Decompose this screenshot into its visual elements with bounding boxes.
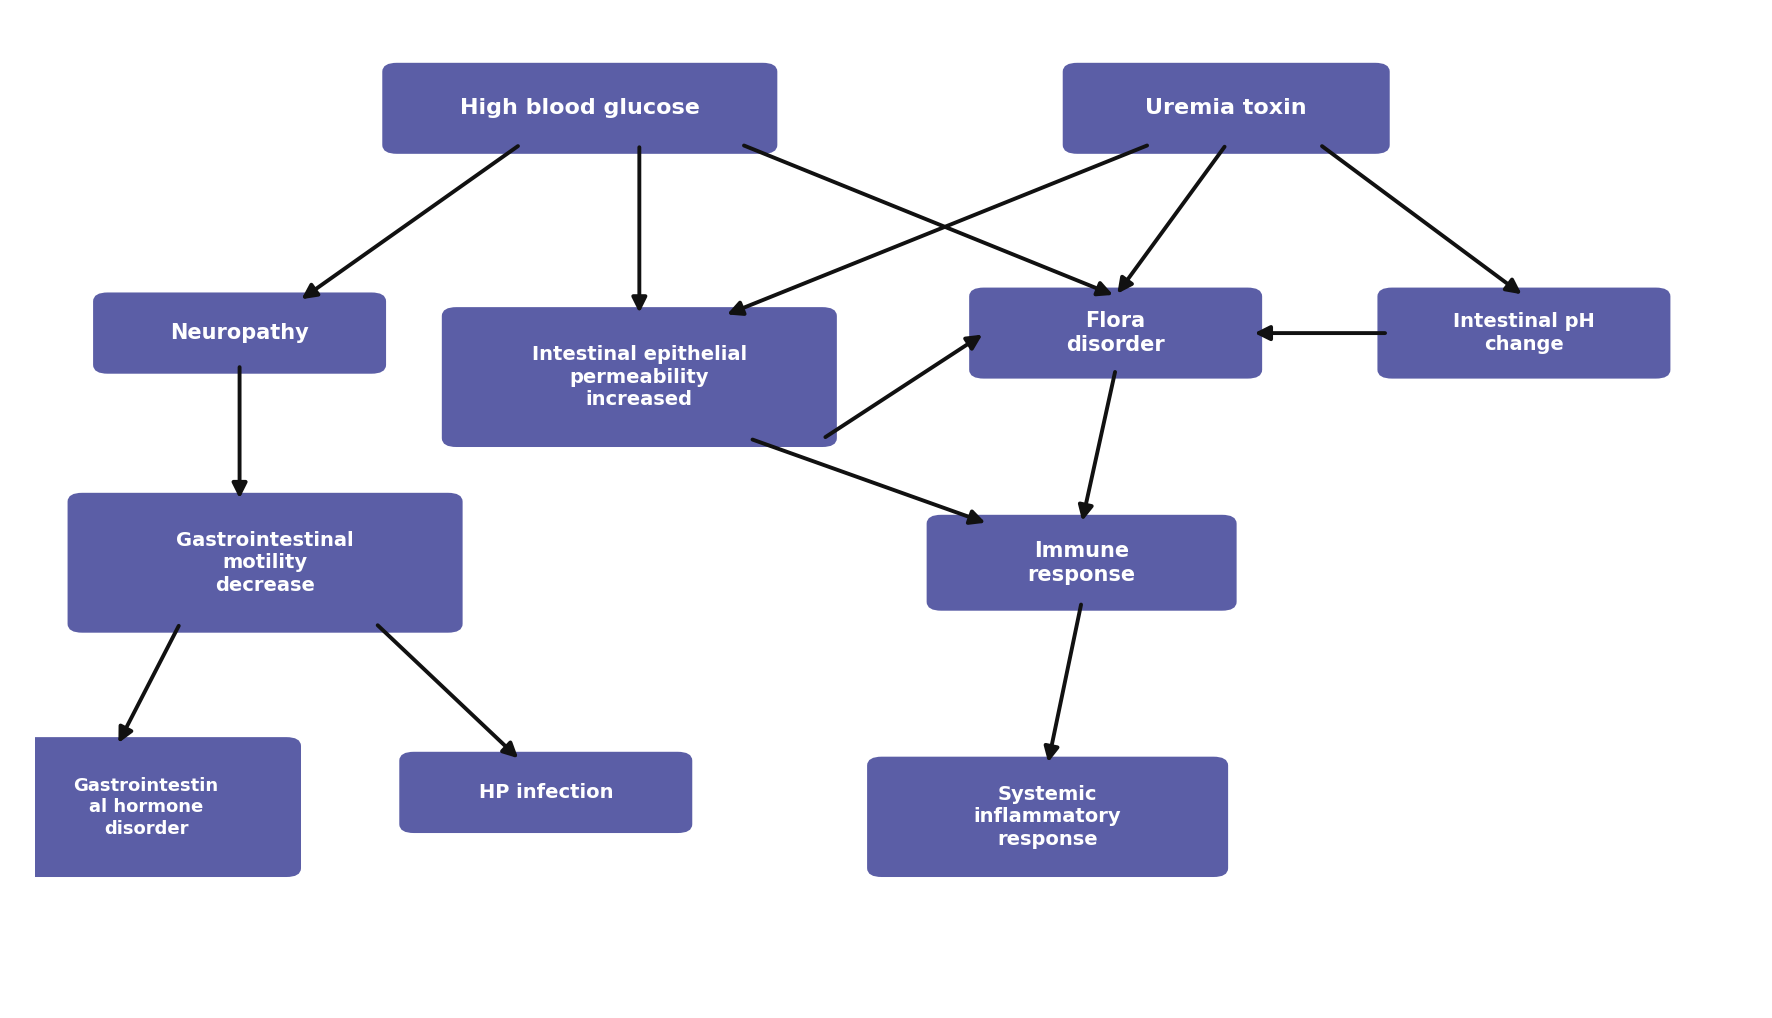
Text: Neuropathy: Neuropathy	[170, 323, 308, 343]
FancyBboxPatch shape	[971, 289, 1262, 378]
FancyBboxPatch shape	[383, 64, 776, 153]
Text: High blood glucose: High blood glucose	[461, 99, 700, 118]
FancyBboxPatch shape	[69, 494, 461, 631]
FancyBboxPatch shape	[868, 757, 1226, 875]
FancyBboxPatch shape	[1379, 289, 1669, 378]
Text: Gastrointestin
al hormone
disorder: Gastrointestin al hormone disorder	[73, 777, 218, 838]
FancyBboxPatch shape	[443, 308, 836, 446]
Text: Gastrointestinal
motility
decrease: Gastrointestinal motility decrease	[175, 530, 354, 595]
Text: HP infection: HP infection	[478, 783, 613, 802]
FancyBboxPatch shape	[94, 293, 385, 373]
Text: Immune
response: Immune response	[1028, 541, 1136, 584]
FancyBboxPatch shape	[400, 753, 691, 832]
FancyBboxPatch shape	[1063, 64, 1389, 153]
FancyBboxPatch shape	[929, 516, 1235, 610]
Text: Systemic
inflammatory
response: Systemic inflammatory response	[975, 785, 1122, 849]
Text: Intestinal epithelial
permeability
increased: Intestinal epithelial permeability incre…	[532, 345, 748, 409]
FancyBboxPatch shape	[0, 738, 299, 875]
Text: Intestinal pH
change: Intestinal pH change	[1453, 313, 1595, 354]
Text: Uremia toxin: Uremia toxin	[1145, 99, 1308, 118]
Text: Flora
disorder: Flora disorder	[1067, 312, 1164, 355]
